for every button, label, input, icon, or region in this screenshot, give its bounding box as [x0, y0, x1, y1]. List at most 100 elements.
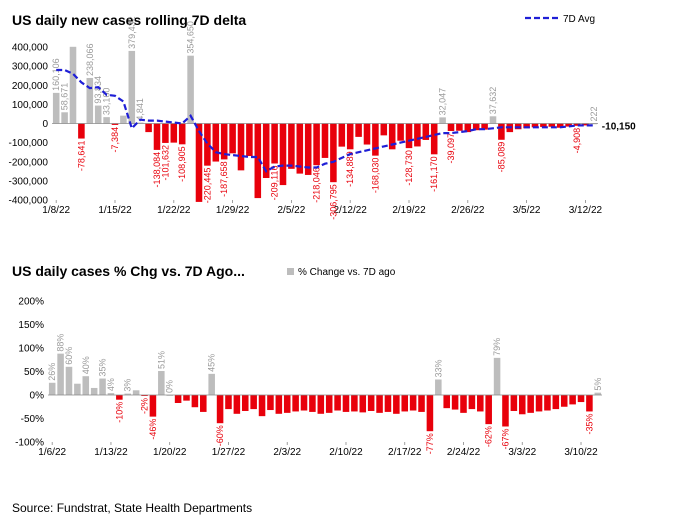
bar [573, 123, 581, 126]
data-label: 4% [106, 378, 116, 391]
bar [594, 392, 602, 395]
data-label: -62% [484, 426, 494, 447]
bar [216, 395, 224, 424]
bar [338, 123, 346, 147]
bar [292, 395, 299, 412]
top-chart: 400,000 300,000 200,000 100,000 0 -100,000 -20… [9, 14, 637, 220]
y-tick-label: 100,000 [12, 100, 49, 111]
x-tick-label: 3/12/22 [569, 205, 603, 216]
bar [57, 353, 64, 395]
data-label: -218,046 [312, 167, 322, 203]
bar [174, 395, 182, 403]
bar [128, 50, 136, 124]
bar [149, 395, 157, 417]
bar [388, 123, 396, 150]
x-tick-label: 1/8/22 [42, 205, 70, 216]
y-tick-label: -400,000 [9, 196, 49, 207]
bar [409, 395, 417, 411]
bar [472, 123, 480, 131]
top-chart-title: US daily new cases rolling 7D delta [12, 12, 247, 28]
bar [90, 387, 98, 395]
data-label: -78,641 [76, 141, 86, 172]
bar [468, 395, 476, 410]
bar [414, 123, 421, 147]
data-label: -134,889 [345, 151, 355, 187]
data-label: -306,795 [328, 184, 338, 220]
bar [363, 123, 371, 145]
bar [346, 123, 354, 150]
y-tick-label: 100% [18, 344, 44, 355]
data-label: -187,658 [219, 161, 229, 197]
data-label: 88% [56, 334, 66, 352]
data-label: -128,730 [404, 150, 414, 186]
x-tick-label: 3/3/22 [508, 447, 536, 458]
bar [317, 395, 325, 414]
bar [275, 395, 283, 414]
x-tick-label: 3/5/22 [513, 205, 541, 216]
bar [518, 395, 526, 415]
y-tick-label: 300,000 [12, 62, 49, 73]
legend-label: % Change vs. 7D ago [298, 267, 396, 278]
bar [582, 123, 589, 126]
bottom-chart: 200% 150% 100% 50% 0% -50% -100%1/6/22 1/13/22 1… [15, 267, 603, 458]
bar [460, 395, 467, 413]
x-tick-label: 2/24/22 [447, 447, 481, 458]
bar [447, 123, 455, 131]
data-label: -60% [215, 425, 225, 446]
x-tick-label: 1/15/22 [98, 205, 132, 216]
bar [65, 366, 73, 395]
bar [489, 116, 497, 124]
data-label: 45% [207, 354, 217, 372]
bar [246, 123, 253, 157]
bar [451, 395, 459, 410]
bar [107, 393, 115, 395]
bar [401, 395, 409, 412]
bar [485, 395, 492, 425]
bar [158, 371, 165, 395]
y-tick-label: 200% [18, 297, 44, 308]
data-label: -10% [114, 402, 124, 423]
bar [48, 382, 56, 395]
bar [271, 123, 278, 164]
data-label: 238,066 [85, 43, 95, 76]
y-tick-label: 0% [30, 391, 45, 402]
bar [229, 123, 236, 154]
data-label: -168,030 [370, 158, 380, 194]
data-label: -108,905 [177, 146, 187, 182]
bar [145, 123, 152, 133]
bar [103, 117, 110, 124]
x-tick-label: 1/29/22 [216, 205, 250, 216]
bar [565, 123, 572, 127]
x-tick-label: 2/17/22 [388, 447, 422, 458]
bar [170, 123, 178, 143]
bar [435, 379, 442, 395]
bar [359, 395, 367, 413]
data-label: 79% [492, 338, 502, 356]
bar [426, 395, 434, 432]
bar [397, 123, 404, 141]
bar [393, 395, 400, 414]
bar [178, 123, 186, 145]
x-tick-label: 1/27/22 [212, 447, 246, 458]
bar [418, 395, 425, 412]
bar [544, 395, 551, 411]
y-tick-label: 50% [24, 367, 44, 378]
data-label: 93,834 [93, 76, 103, 104]
bar [220, 123, 228, 160]
data-label: -46% [148, 419, 158, 440]
bar [124, 393, 132, 395]
y-tick-label: 0 [42, 119, 48, 130]
bar [212, 123, 220, 162]
bar [443, 395, 450, 409]
data-label: 33% [433, 359, 443, 377]
bar [325, 395, 333, 413]
bar [464, 123, 472, 133]
bar [477, 395, 484, 412]
bar [498, 123, 505, 140]
data-label: -67% [500, 428, 510, 449]
x-tick-label: 2/12/22 [334, 205, 368, 216]
legend-square-swatch [287, 268, 294, 275]
bar [493, 357, 501, 395]
bar [535, 395, 543, 412]
bar [376, 395, 383, 413]
